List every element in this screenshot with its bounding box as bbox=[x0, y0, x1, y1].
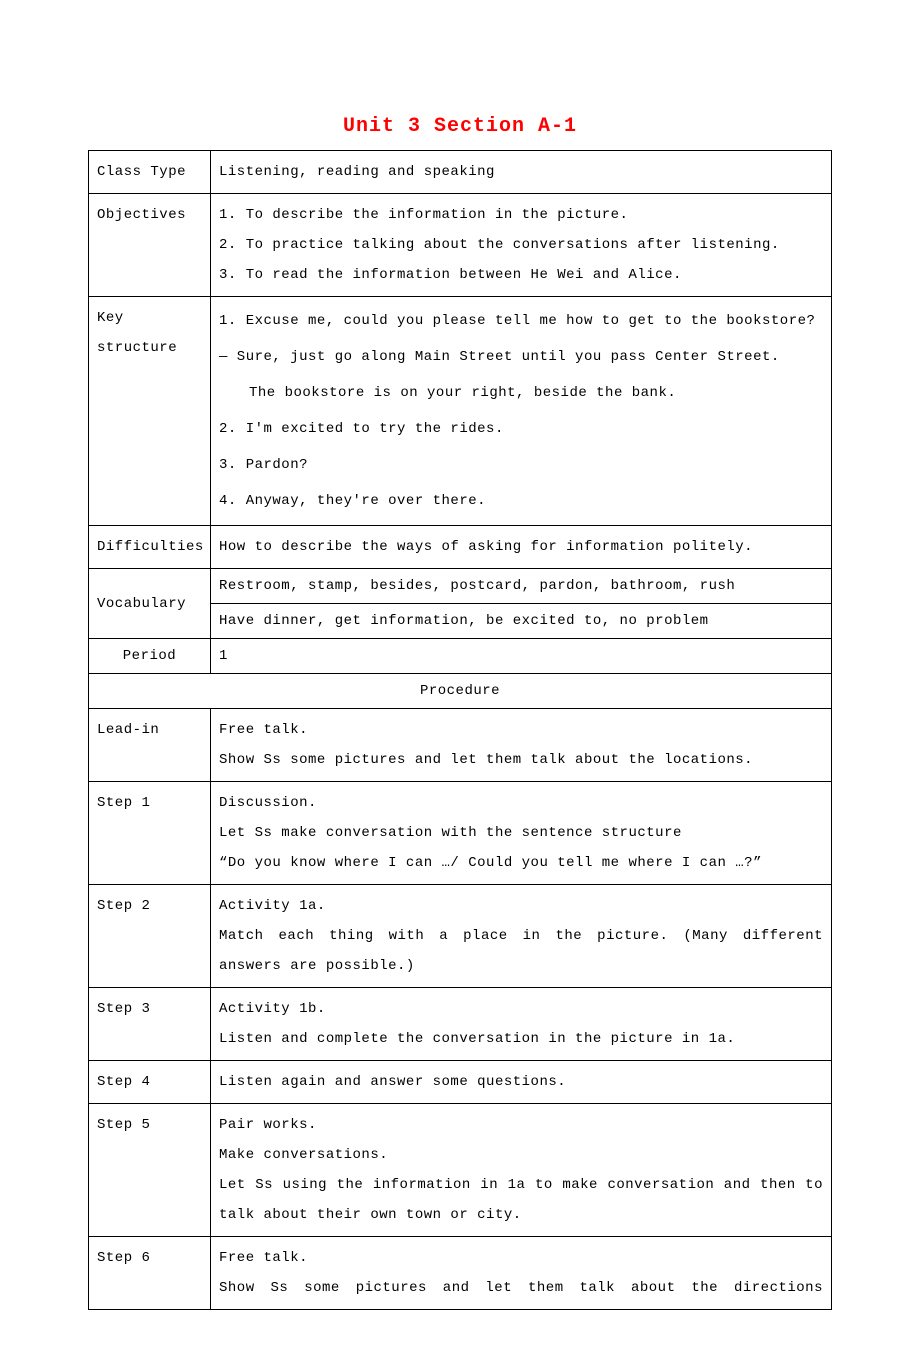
content-line: Discussion. bbox=[219, 788, 823, 818]
table-row: Procedure bbox=[89, 674, 832, 709]
content-line: 2. I'm excited to try the rides. bbox=[219, 411, 823, 447]
table-row: Class Type Listening, reading and speaki… bbox=[89, 151, 832, 194]
table-row: Difficulties How to describe the ways of… bbox=[89, 526, 832, 569]
content-line: Activity 1b. bbox=[219, 994, 823, 1024]
content-line: Pair works. bbox=[219, 1110, 823, 1140]
table-row: Step 6 Free talk. Show Ss some pictures … bbox=[89, 1237, 832, 1310]
content-line: 3. Pardon? bbox=[219, 447, 823, 483]
table-row: Step 5 Pair works. Make conversations. L… bbox=[89, 1104, 832, 1237]
row-content: Pair works. Make conversations. Let Ss u… bbox=[211, 1104, 832, 1237]
table-row: Objectives 1. To describe the informatio… bbox=[89, 194, 832, 297]
table-row: Step 2 Activity 1a. Match each thing wit… bbox=[89, 885, 832, 988]
row-content: Have dinner, get information, be excited… bbox=[211, 604, 832, 639]
row-label: Step 2 bbox=[89, 885, 211, 988]
row-label: Vocabulary bbox=[89, 569, 211, 639]
row-content: 1. To describe the information in the pi… bbox=[211, 194, 832, 297]
content-line: Make conversations. bbox=[219, 1140, 823, 1170]
row-content: Listening, reading and speaking bbox=[211, 151, 832, 194]
row-label: Difficulties bbox=[89, 526, 211, 569]
row-content: How to describe the ways of asking for i… bbox=[211, 526, 832, 569]
row-content: Discussion. Let Ss make conversation wit… bbox=[211, 782, 832, 885]
content-line: Free talk. bbox=[219, 1243, 823, 1273]
row-content: Activity 1a. Match each thing with a pla… bbox=[211, 885, 832, 988]
content-line: Show Ss some pictures and let them talk … bbox=[219, 745, 823, 775]
row-content: Activity 1b. Listen and complete the con… bbox=[211, 988, 832, 1061]
content-line: Let Ss make conversation with the senten… bbox=[219, 818, 823, 848]
row-label: Step 4 bbox=[89, 1061, 211, 1104]
lesson-plan-table: Class Type Listening, reading and speaki… bbox=[88, 150, 832, 1310]
row-content: 1 bbox=[211, 639, 832, 674]
content-line: The bookstore is on your right, beside t… bbox=[219, 375, 823, 411]
content-line: — Sure, just go along Main Street until … bbox=[219, 339, 823, 375]
content-line: 1. Excuse me, could you please tell me h… bbox=[219, 303, 823, 339]
table-row: Period 1 bbox=[89, 639, 832, 674]
row-label: Objectives bbox=[89, 194, 211, 297]
content-line: 1. To describe the information in the pi… bbox=[219, 200, 823, 230]
row-content: Free talk. Show Ss some pictures and let… bbox=[211, 709, 832, 782]
content-line: 4. Anyway, they're over there. bbox=[219, 483, 823, 519]
content-line: 3. To read the information between He We… bbox=[219, 260, 823, 290]
procedure-header: Procedure bbox=[89, 674, 832, 709]
row-label: Step 5 bbox=[89, 1104, 211, 1237]
content-line: Show Ss some pictures and let them talk … bbox=[219, 1273, 823, 1303]
table-row: Step 4 Listen again and answer some ques… bbox=[89, 1061, 832, 1104]
content-line: Let Ss using the information in 1a to ma… bbox=[219, 1170, 823, 1230]
content-line: Free talk. bbox=[219, 715, 823, 745]
content-line: Listen and complete the conversation in … bbox=[219, 1024, 823, 1054]
table-row: Key structure 1. Excuse me, could you pl… bbox=[89, 297, 832, 526]
table-row: Vocabulary Restroom, stamp, besides, pos… bbox=[89, 569, 832, 604]
row-label: Key structure bbox=[89, 297, 211, 526]
row-content: Listen again and answer some questions. bbox=[211, 1061, 832, 1104]
row-content: 1. Excuse me, could you please tell me h… bbox=[211, 297, 832, 526]
content-line: 2. To practice talking about the convers… bbox=[219, 230, 823, 260]
row-label: Step 3 bbox=[89, 988, 211, 1061]
row-label: Step 6 bbox=[89, 1237, 211, 1310]
table-row: Lead-in Free talk. Show Ss some pictures… bbox=[89, 709, 832, 782]
content-line: “Do you know where I can …/ Could you te… bbox=[219, 848, 823, 878]
table-row: Step 1 Discussion. Let Ss make conversat… bbox=[89, 782, 832, 885]
row-label: Class Type bbox=[89, 151, 211, 194]
row-content: Free talk. Show Ss some pictures and let… bbox=[211, 1237, 832, 1310]
document-title: Unit 3 Section A-1 bbox=[88, 115, 832, 138]
content-line: Match each thing with a place in the pic… bbox=[219, 921, 823, 981]
table-row: Step 3 Activity 1b. Listen and complete … bbox=[89, 988, 832, 1061]
row-content: Restroom, stamp, besides, postcard, pard… bbox=[211, 569, 832, 604]
row-label: Lead-in bbox=[89, 709, 211, 782]
content-line: Activity 1a. bbox=[219, 891, 823, 921]
row-label: Step 1 bbox=[89, 782, 211, 885]
row-label: Period bbox=[89, 639, 211, 674]
